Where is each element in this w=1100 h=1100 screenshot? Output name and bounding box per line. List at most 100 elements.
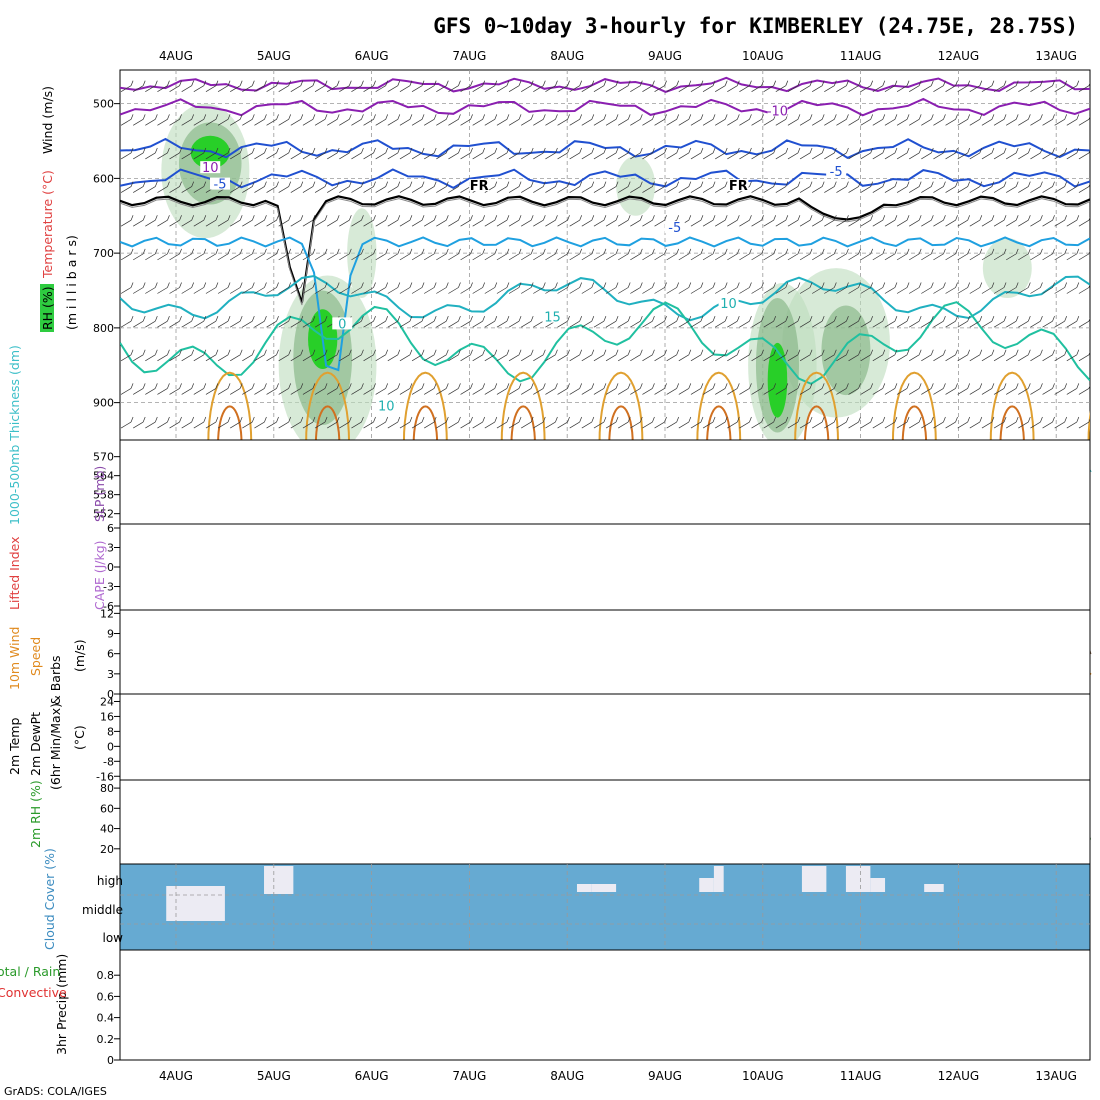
wind-barb	[508, 152, 520, 160]
date-label-bottom: 10AUG	[742, 1069, 784, 1083]
wind-barb	[521, 421, 532, 429]
wind-barb-flag	[1040, 215, 1043, 221]
wind-barb	[896, 85, 908, 92]
wind-barb-flag	[167, 248, 170, 254]
wind-barb-flag	[858, 316, 861, 322]
wind-barb-flag	[918, 215, 922, 221]
wind-barb-flag	[154, 416, 158, 423]
wind-barb	[217, 287, 229, 294]
wind-barb	[1030, 186, 1041, 193]
wind-barb-flag	[251, 147, 255, 154]
wind-barb	[145, 421, 156, 429]
wind-barb-flag	[749, 114, 752, 120]
wind-barb-flag	[955, 316, 958, 322]
wind-barb	[1042, 85, 1053, 92]
cloud-level-label: middle	[82, 903, 123, 917]
wind-barb	[824, 119, 835, 126]
wind-barb	[314, 354, 326, 362]
wind-barb-flag	[385, 215, 389, 221]
wind-barb	[581, 253, 592, 261]
wind-barb-flag	[264, 349, 267, 355]
wind-barb-flag	[458, 147, 461, 154]
wind-barb-flag	[894, 349, 898, 355]
wind-barb-flag	[846, 181, 849, 187]
wind-barb	[654, 388, 665, 395]
wind-barb	[1054, 253, 1065, 261]
wind-barb-flag	[1064, 114, 1068, 120]
wind-barb	[290, 287, 301, 294]
wind-barb	[630, 421, 641, 429]
ytick: 6	[107, 522, 114, 535]
wind-barb-flag	[470, 80, 473, 86]
wind-barb	[351, 354, 362, 362]
wind-barb-flag	[1015, 416, 1019, 423]
wind-barb-flag	[361, 181, 364, 187]
wind-barb	[945, 119, 956, 126]
wind-barb-flag	[445, 114, 449, 120]
wind-barb	[787, 320, 799, 328]
wind-barb-flag	[639, 147, 643, 154]
wind-barb	[533, 219, 544, 227]
wind-barb	[557, 421, 568, 429]
wind-barb-flag	[943, 316, 946, 322]
wind-barb-flag	[1088, 182, 1090, 187]
wind-barb-flag	[858, 282, 861, 288]
date-label-top: 11AUG	[840, 49, 882, 63]
wind-barb-flag	[882, 248, 886, 254]
wind-barb-flag	[203, 147, 207, 154]
wind-barb	[763, 354, 774, 362]
date-label-bottom: 8AUG	[550, 1069, 584, 1083]
wind-barb-flag	[930, 349, 934, 355]
wind-barb	[884, 85, 896, 92]
wind-barb	[496, 253, 508, 261]
wind-barb-flag	[761, 114, 764, 120]
wind-barb	[424, 287, 435, 294]
wind-barb-flag	[542, 416, 546, 423]
wind-barb	[254, 388, 265, 395]
wind-barb-flag	[167, 114, 170, 120]
wind-barb-flag	[239, 248, 243, 254]
ytick: 0.2	[97, 1033, 115, 1046]
wind-barb-flag	[142, 248, 146, 254]
wind-barb-flag	[179, 349, 182, 355]
wind-barb-flag	[979, 215, 983, 221]
wind-barb	[339, 253, 350, 261]
wind-barb-flag	[542, 181, 546, 187]
wind-barb-flag	[870, 416, 874, 423]
wind-barb-flag	[167, 383, 170, 389]
wind-barb	[472, 320, 483, 328]
wind-barb	[266, 186, 277, 193]
wind-barb	[605, 421, 617, 429]
wind-barb-flag	[579, 80, 583, 86]
wind-barb-flag	[1003, 316, 1007, 322]
wind-barb-flag	[518, 349, 522, 355]
wind-barb-flag	[555, 215, 558, 221]
contour-label: 10	[378, 400, 395, 415]
wind-barb-flag	[1040, 147, 1043, 154]
wind-barb-flag	[918, 316, 922, 322]
wind-barb	[436, 287, 447, 294]
wind-barb-flag	[749, 383, 752, 389]
wind-barb-flag	[761, 282, 764, 288]
wind-barb	[969, 320, 980, 328]
wind-barb	[848, 287, 859, 294]
wind-barb	[217, 320, 229, 328]
wind-barb	[436, 119, 447, 126]
wind-barb	[666, 119, 677, 126]
wind-barb-flag	[749, 416, 752, 423]
wind-barb-flag	[906, 316, 910, 322]
wind-barb	[157, 219, 168, 227]
wind-barb-flag	[542, 80, 546, 86]
wind-barb-flag	[288, 147, 292, 154]
wind-barb-flag	[712, 80, 716, 86]
wind-barb-flag	[324, 416, 328, 423]
wind-barb	[884, 186, 896, 193]
wind-barb-flag	[288, 114, 292, 120]
wind-barb-flag	[846, 147, 849, 154]
wind-barb-flag	[761, 80, 764, 86]
wind-barb-flag	[967, 181, 971, 187]
wind-barb-flag	[676, 349, 680, 355]
wind-barb-flag	[336, 282, 340, 288]
wind-barb	[739, 388, 750, 395]
